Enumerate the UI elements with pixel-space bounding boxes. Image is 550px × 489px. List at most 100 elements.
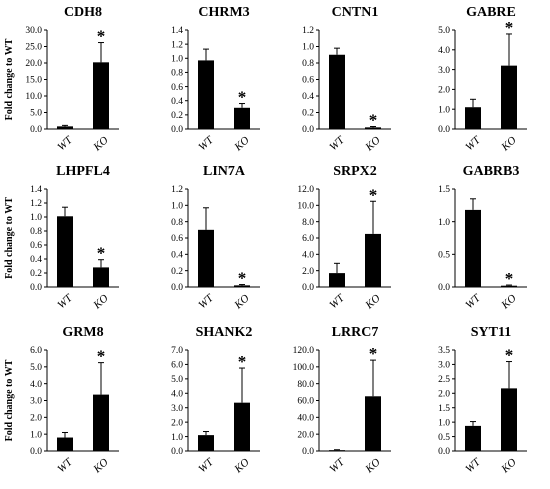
y-tick-label: 0.2 [171,111,183,121]
chart-title: LIN7A [203,164,246,179]
y-tick-label: 0.0 [30,125,42,135]
y-tick-label: 0.8 [171,218,183,228]
x-category-label: WT [463,134,483,154]
significance-star: * [238,88,247,107]
bar-wt [57,126,73,129]
y-tick-label: 0.8 [171,69,183,79]
y-tick-label: 1.2 [30,199,42,209]
y-tick-label: 0.5 [438,433,450,443]
x-category-label: WT [327,134,347,154]
chart-title: CDH8 [64,5,102,20]
chart-title: GABRE [466,5,516,20]
bar-ko [365,396,381,451]
y-tick-label: 1.0 [438,218,450,228]
y-tick-label: 0.0 [438,283,450,293]
x-category-label: KO [232,292,252,312]
y-tick-label: 1.4 [171,26,183,36]
y-tick-label: 5.0 [171,375,183,385]
y-tick-label: 1.2 [302,26,314,36]
x-category-label: KO [363,292,383,312]
x-category-label: WT [55,456,75,476]
y-tick-label: 0.0 [30,447,42,457]
bar-ko [365,127,381,129]
y-axis-label: Fold change to WT [4,38,15,120]
y-tick-label: 4.0 [171,389,183,399]
y-tick-label: 10.0 [25,92,42,102]
significance-star: * [97,347,106,366]
y-tick-label: 3.0 [438,66,450,76]
bar-wt [57,216,73,287]
x-category-label: KO [91,134,111,154]
chart-title: SYT11 [471,325,511,340]
y-tick-label: 0.5 [438,251,450,261]
x-category-label: KO [499,134,519,154]
y-tick-label: 2.0 [302,267,314,277]
y-tick-label: 0.6 [30,241,42,251]
y-tick-label: 4.0 [302,251,314,261]
significance-star: * [505,18,514,37]
y-tick-label: 0.0 [302,125,314,135]
bar-wt [198,60,214,129]
y-tick-label: 20.0 [25,59,42,69]
y-tick-label: 25.0 [25,43,42,53]
y-tick-label: 0.0 [302,283,314,293]
significance-star: * [238,269,247,288]
y-tick-label: 2.0 [438,86,450,96]
significance-star: * [505,269,514,288]
chart-panel-syt11: SYT11 0.0 0.5 1.0 1.5 2.0 2.5 3.0 3.5 WT * KO [438,325,527,476]
chart-title: GABRB3 [463,164,520,179]
y-tick-label: 0.6 [171,234,183,244]
y-tick-label: 60.0 [297,397,314,407]
significance-star: * [369,185,378,204]
y-tick-label: 0.2 [171,267,183,277]
x-category-label: WT [463,456,483,476]
significance-star: * [505,346,514,365]
y-tick-label: 6.0 [171,361,183,371]
chart-title: LRRC7 [332,325,379,340]
x-category-label: WT [196,292,216,312]
y-axis-label: Fold change to WT [4,359,15,441]
chart-title: GRM8 [62,325,103,340]
y-tick-label: 6.0 [30,346,42,356]
bar-ko [93,267,109,287]
y-tick-label: 3.0 [30,397,42,407]
y-tick-label: 2.0 [171,418,183,428]
y-tick-label: 0.0 [302,447,314,457]
y-tick-label: 3.0 [438,361,450,371]
y-tick-label: 0.4 [171,251,183,261]
bar-ko [93,394,109,451]
y-tick-label: 0.8 [30,227,42,237]
y-tick-label: 12.0 [297,185,314,195]
chart-panel-lrrc7: LRRC7 0.0 20.0 40.0 60.0 80.0 100.0 120.0 WT * KO [293,325,391,476]
y-tick-label: 4.0 [30,380,42,390]
y-tick-label: 5.0 [438,26,450,36]
y-tick-label: 0.2 [30,269,42,279]
y-tick-label: 40.0 [297,414,314,424]
x-category-label: WT [55,134,75,154]
x-category-label: WT [463,292,483,312]
significance-star: * [97,244,106,263]
chart-panel-gabre: GABRE 0.0 1.0 2.0 3.0 4.0 5.0 WT * KO [438,5,527,154]
x-category-label: KO [499,456,519,476]
chart-panel-srpx2: SRPX2 0.0 2.0 4.0 6.0 8.0 10.0 12.0 WT * KO [297,164,391,312]
y-tick-label: 0.0 [438,447,450,457]
y-tick-label: 20.0 [297,430,314,440]
bar-ko [234,107,250,129]
y-tick-label: 0.0 [171,447,183,457]
y-tick-label: 80.0 [297,380,314,390]
chart-panel-lhpfl4: LHPFL4 0.0 0.2 0.4 0.6 0.8 1.0 1.2 1.4 WT * KO Fold … [4,164,119,312]
x-category-label: KO [499,292,519,312]
y-tick-label: 5.0 [30,363,42,373]
bar-wt [465,209,481,287]
chart-panel-cdh8: CDH8 0.0 5.0 10.0 15.0 20.0 25.0 30.0 WT * KO Fold … [4,5,119,154]
bar-ko [501,388,517,451]
y-tick-label: 4.0 [438,46,450,56]
x-category-label: WT [327,292,347,312]
chart-panel-grm8: GRM8 0.0 1.0 2.0 3.0 4.0 5.0 6.0 WT * KO Fold chang… [4,325,119,476]
y-tick-label: 5.0 [30,109,42,119]
chart-title: LHPFL4 [56,164,110,179]
chart-panel-gabrb3: GABRB3 0.0 0.5 1.0 1.5 WT * KO [438,164,527,312]
x-category-label: KO [91,456,111,476]
y-tick-label: 6.0 [302,234,314,244]
x-category-label: KO [232,456,252,476]
